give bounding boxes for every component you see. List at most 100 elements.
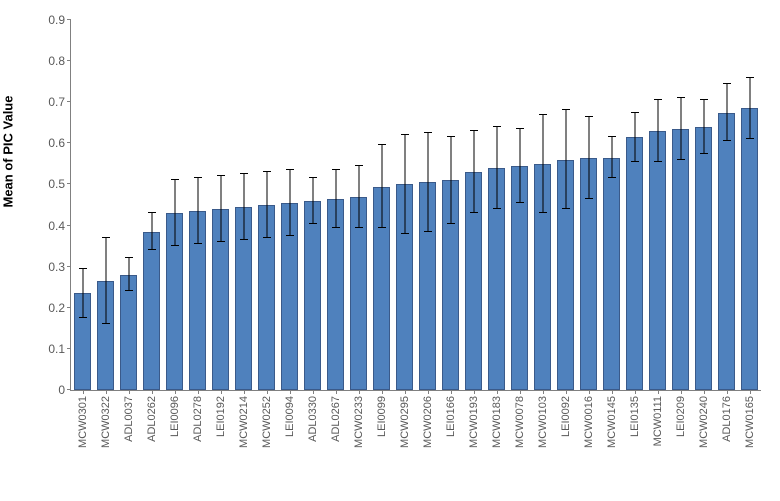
error-cap-bottom	[539, 212, 547, 213]
error-bar	[358, 166, 359, 228]
error-cap-top	[677, 97, 685, 98]
y-tick-mark	[67, 225, 71, 226]
x-tick-mark	[336, 390, 337, 394]
error-bar	[680, 98, 681, 160]
x-tick-mark	[405, 390, 406, 394]
x-tick-label: ADL0037	[123, 396, 135, 442]
error-cap-top	[470, 130, 478, 131]
bar-slot: MCW0295	[393, 20, 416, 390]
error-bar	[565, 110, 566, 209]
x-tick-mark	[497, 390, 498, 394]
error-bar	[542, 115, 543, 214]
error-bar	[496, 127, 497, 209]
x-tick-mark	[589, 390, 590, 394]
error-cap-bottom	[217, 241, 225, 242]
plot-area: MCW0301MCW0322ADL0037ADL0262LEI0096ADL02…	[70, 20, 761, 391]
error-cap-top	[562, 109, 570, 110]
bar-slot: MCW0214	[232, 20, 255, 390]
error-cap-top	[125, 257, 133, 258]
bar-slot: LEI0192	[209, 20, 232, 390]
x-tick-mark	[681, 390, 682, 394]
bar-slot: MCW0145	[600, 20, 623, 390]
bar-slot: LEI0096	[163, 20, 186, 390]
bar-slot: LEI0135	[623, 20, 646, 390]
error-cap-bottom	[286, 235, 294, 236]
error-cap-bottom	[171, 245, 179, 246]
error-cap-bottom	[746, 138, 754, 139]
error-cap-bottom	[493, 208, 501, 209]
bar-slot: ADL0176	[715, 20, 738, 390]
error-cap-top	[240, 173, 248, 174]
bar	[718, 113, 735, 391]
bar	[672, 129, 689, 390]
x-tick-label: MCW0322	[100, 396, 112, 448]
error-cap-top	[700, 99, 708, 100]
x-tick-mark	[313, 390, 314, 394]
bar-slot: MCW0103	[531, 20, 554, 390]
x-tick-label: LEI0099	[376, 396, 388, 437]
x-tick-mark	[635, 390, 636, 394]
error-cap-bottom	[585, 198, 593, 199]
bar	[603, 158, 620, 390]
x-tick-mark	[704, 390, 705, 394]
error-bar	[404, 135, 405, 234]
error-cap-bottom	[516, 202, 524, 203]
y-tick-label: 0.6	[48, 137, 71, 149]
error-bar	[473, 131, 474, 213]
error-cap-bottom	[148, 249, 156, 250]
y-tick-label: 0	[58, 384, 71, 396]
bar	[304, 201, 321, 390]
x-tick-label: MCW0111	[652, 396, 664, 446]
x-tick-label: MCW0016	[583, 396, 595, 448]
error-bar	[151, 213, 152, 250]
error-cap-top	[608, 136, 616, 137]
x-tick-mark	[244, 390, 245, 394]
bar-slot: ADL0330	[301, 20, 324, 390]
y-tick-label: 0.7	[48, 96, 71, 108]
error-cap-bottom	[263, 237, 271, 238]
error-bar	[243, 174, 244, 240]
x-tick-label: MCW0103	[537, 396, 549, 448]
x-tick-mark	[543, 390, 544, 394]
x-tick-label: MCW0301	[77, 396, 89, 448]
x-tick-mark	[428, 390, 429, 394]
error-cap-bottom	[654, 161, 662, 162]
x-tick-label: LEI0092	[560, 396, 572, 437]
y-tick-mark	[67, 348, 71, 349]
x-tick-mark	[566, 390, 567, 394]
error-cap-top	[217, 175, 225, 176]
x-tick-label: MCW0078	[514, 396, 526, 448]
error-bar	[657, 100, 658, 162]
x-tick-label: LEI0192	[215, 396, 227, 437]
x-tick-mark	[382, 390, 383, 394]
x-tick-label: LEI0135	[629, 396, 641, 437]
y-tick-mark	[67, 307, 71, 308]
error-bar	[381, 145, 382, 227]
x-tick-label: MCW0183	[491, 396, 503, 448]
x-tick-mark	[221, 390, 222, 394]
error-bar	[703, 100, 704, 153]
error-cap-bottom	[401, 233, 409, 234]
x-tick-mark	[474, 390, 475, 394]
error-cap-top	[631, 112, 639, 113]
bar-slot: MCW0078	[508, 20, 531, 390]
error-cap-bottom	[355, 227, 363, 228]
x-tick-mark	[658, 390, 659, 394]
bar-slot: LEI0166	[439, 20, 462, 390]
x-tick-mark	[451, 390, 452, 394]
x-tick-label: ADL0176	[721, 396, 733, 442]
bar-slot: MCW0322	[94, 20, 117, 390]
error-bar	[174, 180, 175, 246]
x-tick-label: LEI0096	[169, 396, 181, 437]
error-cap-top	[654, 99, 662, 100]
error-bar	[427, 133, 428, 232]
x-tick-label: ADL0278	[192, 396, 204, 442]
x-tick-label: MCW0295	[399, 396, 411, 448]
error-cap-top	[194, 177, 202, 178]
bar	[143, 232, 160, 390]
y-tick-mark	[67, 19, 71, 20]
bar	[741, 108, 758, 390]
x-tick-label: MCW0193	[468, 396, 480, 448]
bar-slot: ADL0037	[117, 20, 140, 390]
error-bar	[519, 129, 520, 203]
